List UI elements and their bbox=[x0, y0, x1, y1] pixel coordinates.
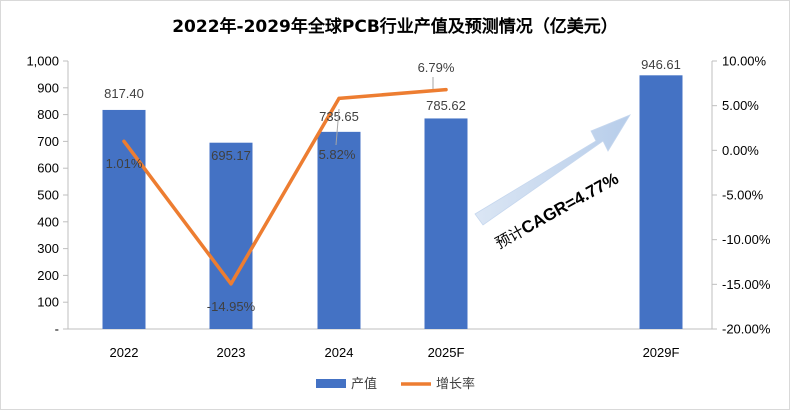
left-tick-label: 300 bbox=[37, 241, 59, 256]
category-label: 2029F bbox=[643, 345, 680, 360]
left-tick-label: 200 bbox=[37, 268, 59, 283]
growth-value-label: 5.82% bbox=[319, 147, 356, 162]
bar-series bbox=[102, 75, 683, 329]
bar bbox=[102, 109, 146, 329]
category-labels: 2022 2023 2024 2025F 2029F bbox=[110, 345, 680, 360]
bar bbox=[639, 75, 683, 329]
right-tick-label: -5.00% bbox=[722, 188, 764, 203]
left-tick-label: 900 bbox=[37, 80, 59, 95]
line-point bbox=[229, 282, 233, 286]
right-axis: -20.00% -15.00% -10.00% -5.00% 0.00% 5.00% 10.… bbox=[711, 54, 771, 337]
growth-value-label: 6.79% bbox=[418, 60, 455, 75]
left-tick-label: 400 bbox=[37, 214, 59, 229]
legend: 产值 增长率 bbox=[316, 376, 475, 392]
growth-value-label: 1.01% bbox=[106, 156, 143, 171]
bar bbox=[317, 131, 361, 329]
left-tick-label: 700 bbox=[37, 134, 59, 149]
growth-value-label: -14.95% bbox=[207, 299, 256, 314]
data-labels: 817.40 695.17 735.65 785.62 946.61 1.01% -14.9… bbox=[104, 57, 681, 314]
right-tick-label: -10.00% bbox=[722, 232, 771, 247]
line-point bbox=[337, 96, 341, 100]
bar-value-label: 946.61 bbox=[641, 57, 681, 72]
line-point bbox=[444, 88, 448, 92]
category-label: 2024 bbox=[325, 345, 354, 360]
cagr-text: 预计CAGR=4.77% bbox=[492, 169, 622, 253]
category-label: 2022 bbox=[110, 345, 139, 360]
category-label: 2025F bbox=[428, 345, 465, 360]
legend-label-line: 增长率 bbox=[436, 376, 475, 392]
growth-line bbox=[122, 87, 448, 286]
bar-value-label: 817.40 bbox=[104, 86, 144, 101]
line-point bbox=[122, 139, 126, 143]
right-tick-label: 0.00% bbox=[722, 143, 759, 158]
category-label: 2023 bbox=[217, 345, 246, 360]
bar bbox=[209, 142, 253, 329]
right-tick-label: -20.00% bbox=[722, 322, 771, 337]
bar bbox=[424, 118, 468, 329]
left-tick-label: 100 bbox=[37, 295, 59, 310]
left-tick-label: 800 bbox=[37, 107, 59, 122]
left-tick-label: 600 bbox=[37, 161, 59, 176]
line-series bbox=[122, 87, 448, 286]
cagr-arrow bbox=[474, 114, 631, 226]
left-axis: - 100 200 300 400 500 600 700 800 900 1,000 bbox=[26, 54, 712, 337]
left-tick-label: - bbox=[55, 322, 59, 337]
bar-value-label: 785.62 bbox=[426, 98, 466, 113]
left-tick-label: 500 bbox=[37, 188, 59, 203]
cagr-annotation: 预计CAGR=4.77% bbox=[474, 114, 631, 253]
left-tick-label: 1,000 bbox=[26, 54, 59, 69]
legend-label-bar: 产值 bbox=[351, 376, 377, 392]
right-tick-label: 10.00% bbox=[722, 54, 767, 69]
bar-value-label: 735.65 bbox=[319, 109, 359, 124]
label-leader-line bbox=[335, 108, 340, 146]
chart-title: 2022年-2029年全球PCB行业产值及预测情况（亿美元） bbox=[172, 16, 618, 37]
right-tick-label: 5.00% bbox=[722, 98, 759, 113]
bar-value-label: 695.17 bbox=[211, 148, 251, 163]
right-tick-label: -15.00% bbox=[722, 277, 771, 292]
legend-swatch-bar bbox=[316, 379, 346, 388]
